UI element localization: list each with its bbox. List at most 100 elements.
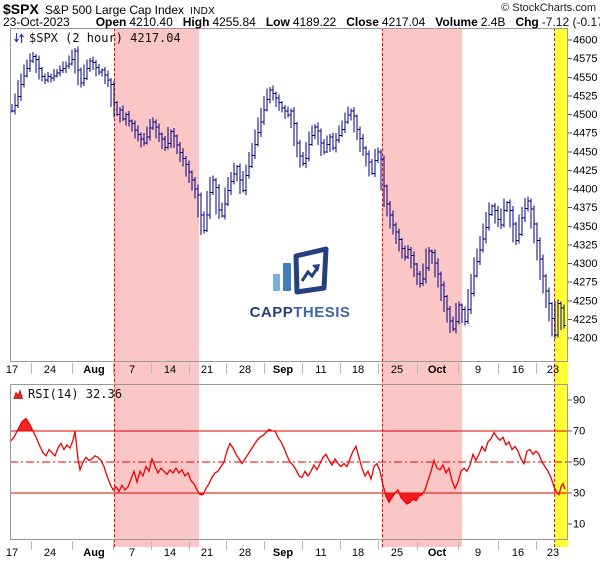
- price-axis-label: 4475: [573, 128, 597, 140]
- quote-items: Open 4210.40 High 4255.84 Low 4189.22 Close 421…: [96, 15, 600, 29]
- x-axis-label: 11: [315, 547, 326, 559]
- rsi-axis-label: 70: [573, 426, 585, 438]
- quote-open: Open 4210.40: [96, 15, 173, 29]
- event-dashed-line: [114, 28, 115, 547]
- quote-label: Volume: [435, 15, 478, 29]
- rsi-panel-label: RSI(14) 32.36: [13, 387, 122, 401]
- event-dashed-line: [382, 28, 383, 547]
- quote-row: 23-Oct-2023 Open 4210.40 High 4255.84 Low 418…: [3, 15, 600, 29]
- price-axis-label: 4375: [573, 202, 597, 214]
- price-axis-label: 4575: [573, 53, 597, 65]
- x-axis-label: 9: [475, 547, 481, 559]
- price-axis-label: 4550: [573, 72, 597, 84]
- x-axis-label: 17: [6, 364, 18, 376]
- x-axis-label: 28: [239, 364, 251, 376]
- x-axis-label: 21: [201, 547, 213, 559]
- x-axis-label: 16: [512, 547, 524, 559]
- quote-label: Open: [95, 15, 127, 29]
- chart-header: $SPX S&P 500 Large Cap Index INDX: [3, 1, 215, 17]
- x-axis-label: 25: [391, 547, 403, 559]
- x-axis-label: Aug: [83, 364, 104, 376]
- x-axis-label: 18: [352, 547, 364, 559]
- quote-value: 2.4B: [480, 15, 506, 29]
- x-axis-label: 14: [164, 364, 176, 376]
- logo-text-light: THESIS: [293, 304, 351, 321]
- rsi-axis-label: 90: [573, 395, 585, 407]
- cappthesis-logo-text: CAPPTHESIS: [224, 304, 376, 321]
- quote-close: Close 4217.04: [346, 15, 425, 29]
- quote-label: High: [182, 15, 210, 29]
- quote-date: 23-Oct-2023: [3, 15, 70, 29]
- quote-value: 4189.22: [292, 15, 337, 29]
- price-panel-label-text: $SPX (2 hour) 4217.04: [29, 31, 181, 45]
- rsi-line: [9, 417, 566, 505]
- x-axis-label: 11: [315, 364, 326, 376]
- price-axis-label: 4225: [573, 314, 597, 326]
- cappthesis-logo-icon: [273, 246, 329, 295]
- price-axis-label: 4400: [573, 184, 597, 196]
- x-axis-label: 24: [44, 547, 56, 559]
- quote-label: Close: [346, 15, 379, 29]
- rsi-axis-label: 30: [573, 488, 585, 500]
- x-axis-label: 24: [44, 364, 56, 376]
- quote-value: 4217.04: [381, 15, 426, 29]
- x-axis-label: 7: [129, 364, 135, 376]
- symbol: $SPX: [3, 1, 39, 17]
- x-axis-label: 14: [164, 547, 176, 559]
- highlight-band-yellow: [555, 28, 568, 547]
- event-dashed-line: [554, 28, 555, 547]
- x-axis: 17 17 24 24 Aug Aug 7 7 14 14 21 21 28 28 Sep Sep 11 11 18…: [6, 363, 559, 559]
- x-axis-label: Sep: [273, 364, 293, 376]
- logo-text-bold: CAPP: [249, 304, 294, 321]
- x-axis-label: 25: [391, 364, 403, 376]
- price-axis-label: 4275: [573, 277, 597, 289]
- exchange: INDX: [190, 6, 216, 17]
- price-axis-label: 4425: [573, 165, 597, 177]
- price-y-axis: 4600 4575 4550 4525 4500 4475 4450 4425 4400 4375…: [568, 35, 597, 345]
- quote-low: Low 4189.22: [266, 15, 336, 29]
- x-axis-label: 7: [129, 547, 135, 559]
- x-axis-label: 23: [547, 547, 559, 559]
- rsi-indicator-icon: [13, 389, 24, 399]
- quote-chg: Chg-7.12 (-0.17%)▼: [515, 15, 600, 29]
- rsi-y-axis: 90 70 50 30 10: [568, 395, 585, 531]
- price-axis-label: 4200: [573, 333, 597, 345]
- x-axis-label: 17: [6, 547, 18, 559]
- symbol-name: S&P 500 Large Cap Index: [44, 3, 185, 17]
- quote-value: -7.12 (-0.17%): [541, 15, 600, 29]
- chart-type-icon: [14, 33, 24, 43]
- rsi-axis-label: 10: [573, 519, 585, 531]
- x-axis-label: Sep: [273, 547, 293, 559]
- price-axis-label: 4450: [573, 146, 597, 158]
- price-axis-label: 4600: [573, 35, 597, 47]
- x-axis-label: 16: [512, 364, 524, 376]
- price-bars: [10, 46, 566, 339]
- x-axis-label: Oct: [428, 364, 447, 376]
- quote-volume: Volume 2.4B: [435, 15, 505, 29]
- x-axis-label: Oct: [428, 547, 447, 559]
- quote-value: 4210.40: [129, 15, 173, 29]
- x-axis-label: 23: [547, 364, 559, 376]
- price-axis-label: 4525: [573, 90, 597, 102]
- price-axis-label: 4350: [573, 221, 597, 233]
- rsi-axis-label: 50: [573, 457, 585, 469]
- price-panel-label: $SPX (2 hour) 4217.04: [13, 31, 181, 45]
- x-axis-label: Aug: [83, 547, 104, 559]
- price-axis-label: 4325: [573, 239, 597, 251]
- x-axis-label: 28: [239, 547, 251, 559]
- stockcharts-credit: © StockCharts.com: [501, 2, 596, 14]
- rsi-panel-label-text: RSI(14) 32.36: [28, 387, 122, 401]
- price-axis-label: 4500: [573, 109, 597, 121]
- x-axis-label: 9: [475, 364, 481, 376]
- cappthesis-logo: CAPPTHESIS: [224, 246, 376, 321]
- x-axis-label: 21: [201, 364, 213, 376]
- rsi-level-lines: [10, 430, 568, 494]
- quote-high: High 4255.84: [183, 15, 256, 29]
- highlight-band-pink: [382, 28, 462, 547]
- price-axis-label: 4300: [573, 258, 597, 270]
- price-axis-label: 4250: [573, 295, 597, 307]
- price-panel-border: [10, 28, 568, 362]
- rsi-panel-border: [10, 384, 568, 540]
